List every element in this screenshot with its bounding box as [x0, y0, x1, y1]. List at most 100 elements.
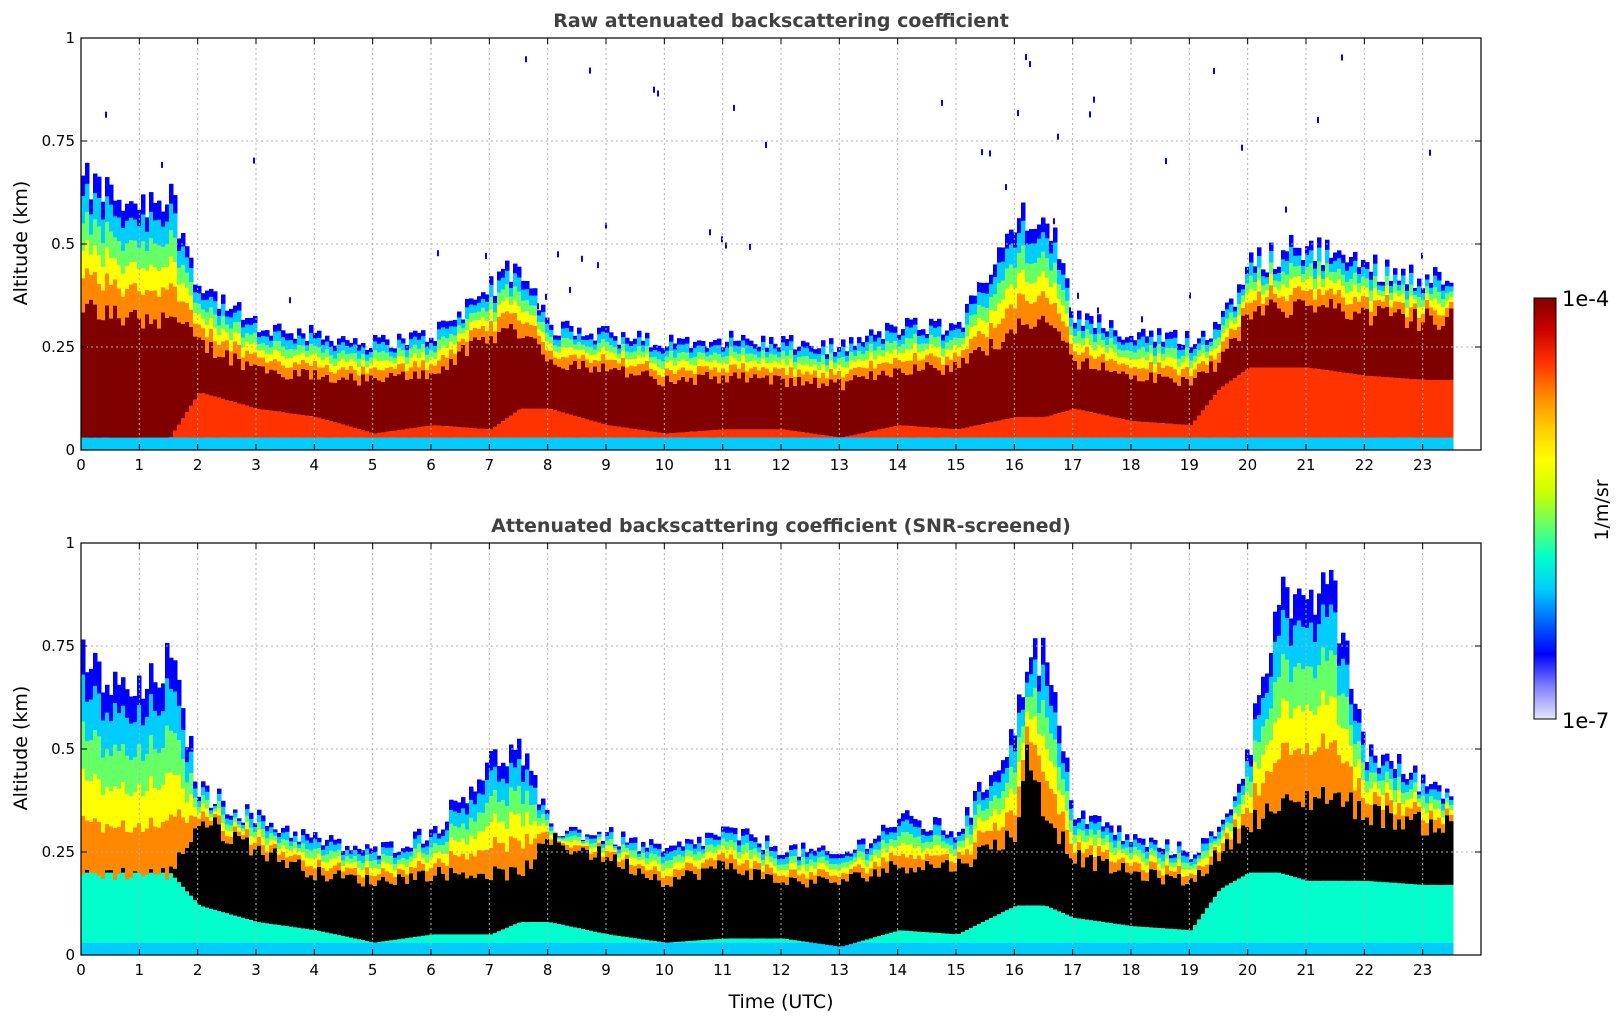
heatmap-cell — [1417, 307, 1422, 318]
heatmap-cell — [437, 858, 442, 867]
heatmap-cell — [205, 791, 210, 801]
heatmap-cell — [741, 348, 746, 356]
heatmap-cell — [1073, 918, 1078, 943]
heatmap-cell — [181, 246, 186, 265]
heatmap-cell — [613, 935, 618, 943]
heatmap-cell — [329, 363, 334, 372]
heatmap-cell — [577, 928, 582, 943]
heatmap-cell — [497, 292, 502, 305]
heatmap-cell — [357, 860, 362, 868]
heatmap-cell — [225, 400, 230, 438]
heatmap-cell — [673, 432, 678, 438]
heatmap-cell — [1013, 437, 1018, 450]
heatmap-cell — [637, 853, 642, 858]
heatmap-cell — [713, 367, 718, 377]
heatmap-cell — [333, 858, 338, 866]
heatmap-cell — [285, 333, 290, 341]
heatmap-cell — [529, 305, 534, 316]
heatmap-cell — [733, 850, 738, 859]
heatmap-cell — [457, 813, 462, 828]
heatmap-cell — [185, 942, 190, 955]
heatmap-cell — [545, 350, 550, 362]
heatmap-cell — [241, 835, 246, 840]
heatmap-cell — [785, 884, 790, 939]
heatmap-cell — [565, 413, 570, 438]
heatmap-cell — [621, 357, 626, 367]
heatmap-cell — [157, 753, 162, 791]
heatmap-cell — [325, 846, 330, 855]
heatmap-cell — [1041, 816, 1046, 906]
heatmap-cell — [497, 437, 502, 450]
heatmap-cell — [1245, 314, 1250, 370]
heatmap-cell — [985, 844, 990, 921]
heatmap-cell — [173, 262, 178, 287]
heatmap-cell — [917, 827, 922, 837]
heatmap-cell — [709, 851, 714, 859]
heatmap-cell — [685, 352, 690, 362]
heatmap-cell — [757, 437, 762, 450]
heatmap-cell — [225, 824, 230, 831]
heatmap-cell — [1321, 279, 1326, 287]
heatmap-cell — [629, 437, 634, 450]
heatmap-cell — [993, 839, 998, 917]
heatmap-cell — [465, 859, 470, 879]
heatmap-cell — [829, 869, 834, 876]
heatmap-cell — [1313, 268, 1318, 279]
heatmap-cell — [1217, 345, 1222, 353]
noise-speck — [1005, 184, 1007, 191]
heatmap-cell — [121, 228, 126, 251]
heatmap-cell — [333, 839, 338, 845]
heatmap-cell — [533, 775, 538, 788]
heatmap-cell — [1421, 379, 1426, 438]
heatmap-cell — [1133, 352, 1138, 360]
heatmap-cell — [445, 338, 450, 348]
heatmap-cell — [357, 358, 362, 367]
heatmap-cell — [725, 341, 730, 348]
heatmap-cell — [1385, 295, 1390, 307]
heatmap-cell — [1045, 906, 1050, 943]
heatmap-cell — [973, 314, 978, 326]
heatmap-cell — [453, 365, 458, 427]
heatmap-cell — [585, 834, 590, 837]
noise-speck — [569, 286, 571, 293]
heatmap-cell — [1285, 437, 1290, 450]
heatmap-cell — [1045, 238, 1050, 259]
heatmap-cell — [969, 928, 974, 943]
heatmap-cell — [429, 337, 434, 344]
heatmap-cell — [681, 338, 686, 345]
noise-speck — [749, 243, 751, 250]
heatmap-cell — [521, 280, 526, 290]
heatmap-cell — [1157, 353, 1162, 363]
heatmap-cell — [313, 345, 318, 354]
heatmap-cell — [585, 846, 590, 850]
heatmap-cell — [1325, 263, 1330, 277]
heatmap-cell — [1409, 379, 1414, 438]
heatmap-cell — [1113, 417, 1118, 438]
heatmap-cell — [1081, 437, 1086, 450]
heatmap-cell — [533, 288, 538, 296]
heatmap-cell — [1109, 942, 1114, 955]
heatmap-cell — [157, 872, 162, 943]
heatmap-cell — [1153, 437, 1158, 450]
heatmap-cell — [1013, 906, 1018, 943]
heatmap-cell — [1321, 286, 1326, 295]
heatmap-cell — [213, 437, 218, 450]
heatmap-cell — [177, 424, 182, 438]
heatmap-cell — [1029, 437, 1034, 450]
heatmap-cell — [265, 437, 270, 450]
heatmap-cell — [869, 329, 874, 336]
heatmap-cell — [873, 359, 878, 369]
heatmap-cell — [689, 839, 694, 845]
heatmap-cell — [969, 825, 974, 835]
heatmap-cell — [309, 379, 314, 417]
heatmap-cell — [861, 433, 866, 438]
heatmap-cell — [105, 222, 110, 248]
heatmap-cell — [285, 367, 290, 380]
heatmap-cell — [337, 849, 342, 857]
heatmap-cell — [513, 437, 518, 450]
heatmap-cell — [669, 845, 674, 852]
heatmap-cell — [213, 811, 218, 814]
heatmap-cell — [373, 942, 378, 955]
heatmap-cell — [441, 354, 446, 367]
heatmap-cell — [229, 914, 234, 943]
